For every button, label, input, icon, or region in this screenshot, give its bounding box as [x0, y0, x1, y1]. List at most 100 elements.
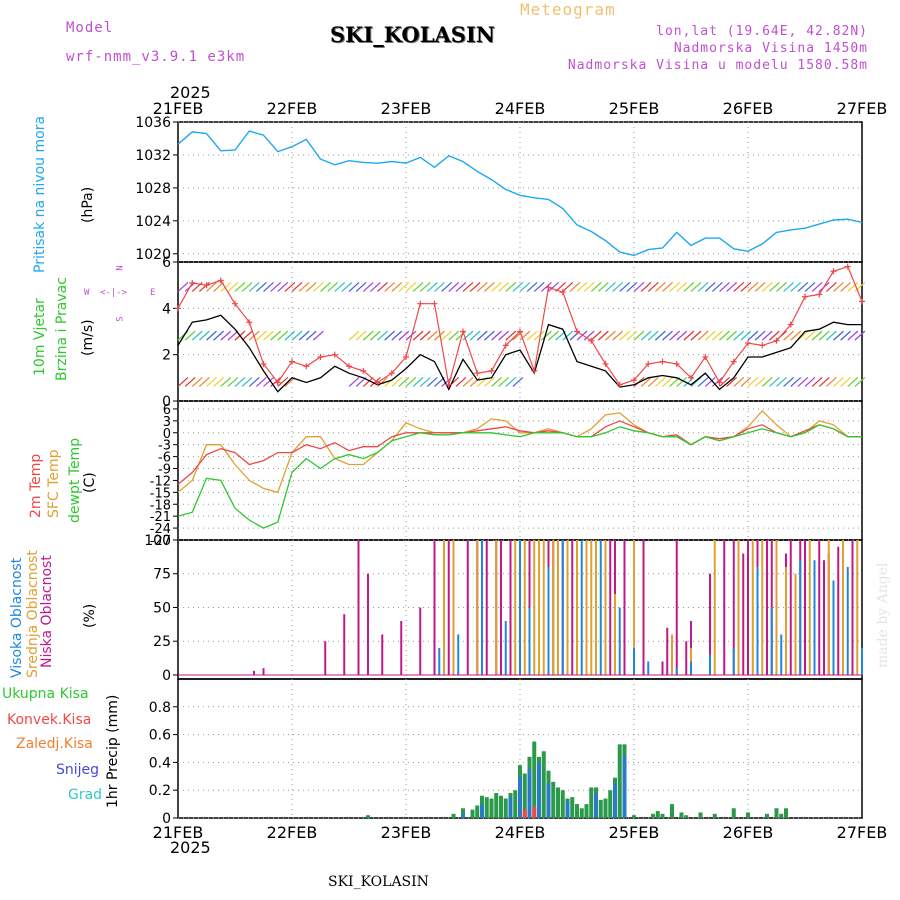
wind-barb: [191, 377, 203, 387]
wind-barb: [704, 282, 716, 292]
wind-barb: [704, 377, 716, 387]
wind-barb: [177, 377, 189, 387]
ytick-label-4: 0.6: [149, 728, 171, 744]
wind-barb: [405, 377, 417, 387]
precip-bar: [774, 808, 779, 818]
wind-barb: [391, 282, 403, 292]
wind-gust-marker: [830, 268, 837, 275]
precip-bar: [589, 787, 594, 818]
wind-barb: [797, 282, 809, 292]
wind-gust-marker: [175, 305, 181, 312]
wind-gust-marker: [403, 353, 409, 360]
wind-barb: [840, 330, 852, 341]
model-altitude-label: Nadmorska Visina u modelu 1580.58m: [567, 58, 868, 73]
wind-barb: [804, 377, 816, 387]
wind-barb: [697, 377, 709, 387]
wind-barb: [505, 330, 517, 341]
ytick-label-2: 0: [163, 427, 171, 442]
wind-barb: [640, 377, 652, 387]
wind-gust-marker: [616, 381, 623, 388]
precip-bar: [746, 812, 750, 818]
wind-barb: [483, 330, 495, 341]
wind-barb: [704, 330, 716, 341]
ytick-label-2: -24: [150, 522, 171, 537]
wind-barb: [783, 330, 795, 341]
wind-barb: [476, 330, 488, 341]
legend-hail: Grad: [68, 787, 103, 803]
wind-barb: [719, 282, 730, 292]
wind-barb: [683, 282, 695, 292]
precip-bar: [480, 804, 484, 818]
wind-barb: [676, 330, 688, 341]
wind-barb: [662, 330, 673, 341]
wind-barb: [776, 282, 787, 292]
legend-convective-rain: Konvek.Kisa: [7, 712, 92, 728]
precip-bar: [560, 790, 565, 818]
wind-gust-marker: [702, 353, 709, 360]
wind-barb: [719, 330, 730, 341]
wind-barb: [405, 282, 417, 292]
wind-barb: [241, 377, 253, 387]
wind-barb: [761, 377, 773, 387]
precip-bar: [541, 751, 546, 818]
ytick-label-3: 75: [153, 567, 171, 583]
wind-barb: [847, 377, 859, 387]
wind-barb: [441, 330, 453, 341]
wind-barb: [298, 330, 310, 341]
wind-barb: [747, 377, 759, 387]
wind-barb: [377, 377, 388, 387]
date-label-top: 22FEB: [267, 99, 318, 118]
wind-barb: [768, 377, 780, 387]
ytick-label-2: -18: [150, 498, 171, 513]
ytick-label-4: 0.2: [149, 783, 171, 799]
wind-barb: [334, 282, 346, 292]
wind-speed-line: [177, 314, 862, 393]
wind-barb: [270, 282, 282, 292]
altitude-label: Nadmorska Visina 1450m: [673, 41, 868, 56]
wind-barb: [833, 377, 844, 387]
wind-barb: [391, 330, 403, 341]
wind-barb: [348, 282, 360, 292]
ytick-label-2: -6: [158, 451, 171, 466]
precip-bar: [513, 790, 518, 818]
legend-total-rain: Ukupna Kisa: [2, 686, 89, 702]
wind-gust-marker: [673, 360, 680, 367]
wind-barb: [384, 330, 396, 341]
wind-gust-marker: [460, 328, 466, 335]
precip-bar: [594, 792, 598, 818]
wind-barb: [676, 377, 688, 387]
wind-barb: [768, 330, 780, 341]
wind-barb: [840, 377, 852, 387]
wind-gust-marker: [331, 351, 338, 358]
wind-barb: [747, 330, 759, 341]
wind-barb: [683, 377, 695, 387]
wind-barb: [348, 330, 360, 341]
wind-gust-marker: [716, 379, 723, 386]
wind-barb: [612, 330, 624, 341]
wind-gust-marker: [730, 358, 737, 365]
precip-bar: [475, 805, 480, 818]
wind-barb: [811, 282, 823, 292]
wind-barb: [498, 330, 510, 341]
wind-barb: [469, 330, 481, 341]
meteogram-label: Meteogram: [520, 0, 616, 19]
wind-barb: [476, 282, 488, 292]
precip-bar: [551, 781, 556, 818]
wind-gust-marker: [745, 340, 751, 347]
wind-barb: [590, 282, 602, 292]
wind-barb: [412, 330, 424, 341]
wind-barb: [426, 330, 438, 341]
pressure-ylabel: Pritisak na nivou mora: [32, 115, 48, 273]
wind-barb: [597, 330, 609, 341]
wind-gust-marker: [260, 360, 267, 367]
sfc-ylabel: SFC Temp: [46, 449, 62, 518]
precip-bar: [537, 762, 541, 818]
precip-bar: [712, 813, 717, 818]
wind-ylabel-1: 10m Vjetar: [32, 298, 48, 376]
wind-barb: [840, 282, 852, 292]
precip-bar: [603, 798, 608, 818]
precip-bar: [499, 795, 503, 818]
precip-bar: [532, 806, 537, 818]
wind-barb: [619, 282, 631, 292]
cloud-unit: (%): [82, 603, 98, 628]
